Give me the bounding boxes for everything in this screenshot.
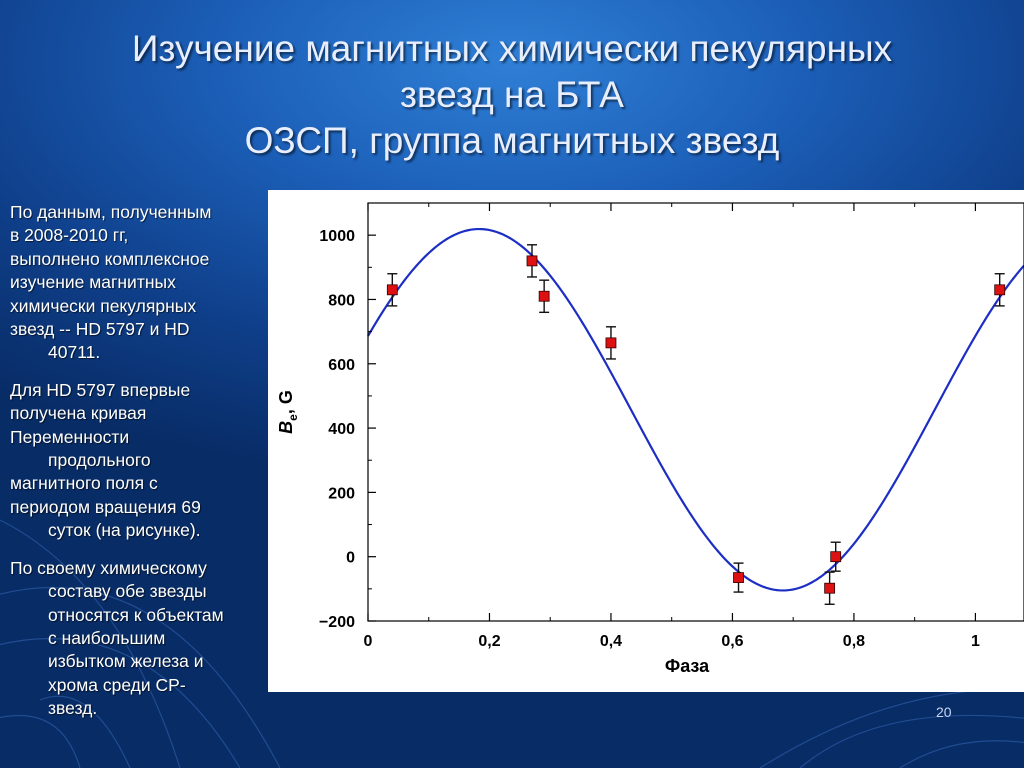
text-line: изучение магнитных [10,272,176,293]
text-line: относятся к объектам [48,604,224,625]
data-point [538,290,550,302]
slide-title: Изучение магнитных химически пекулярных … [60,26,964,164]
data-point [386,284,398,296]
text-line: получена кривая [10,403,147,424]
body-text: По данным, полученным в 2008-2010 гг, вы… [10,201,272,735]
text-line: 40711. [48,342,101,363]
slide-number: 20 [936,704,952,720]
text-line: звезд -- HD 5797 и HD [10,319,190,340]
x-tick-label: 0 [364,633,373,650]
y-axis-label-main: B [276,421,296,434]
text-line: выполнено комплексное [10,248,210,269]
data-point [830,551,842,563]
text-line: продольного [48,450,151,471]
data-points-group [386,244,1006,605]
y-axis-label-unit: , G [276,390,296,414]
data-point [994,284,1006,296]
y-tick-label: 1000 [319,228,355,245]
x-axis-label: Фаза [665,656,710,676]
x-tick-label: 0,2 [478,633,500,650]
text-line: По своему химическому [10,557,207,578]
data-point [733,572,744,583]
y-axis-label: Be, G [276,390,300,434]
y-axis-label-sub: e [286,414,300,421]
y-tick-label: 200 [328,485,355,502]
text-line: составу обе звезды [48,581,207,602]
x-tick-label: 1 [971,633,980,650]
paragraph-observations: По данным, полученным в 2008-2010 гг, вы… [10,201,272,365]
text-line: периодом вращения 69 [10,496,201,517]
fit-curve-line [367,227,1024,592]
y-tick-label: 400 [328,421,355,438]
text-line: хрома среди CP- [48,674,186,695]
title-line: звезд на БТА [400,74,624,115]
data-point [824,582,836,594]
axis-ticks-group: 0 0,2 0,4 0,6 0,8 1 −200 0 200 400 600 800 1000 [319,202,980,650]
x-tick-label: 0,6 [721,633,743,650]
text-line: химически пекулярных [10,295,197,316]
magnetic-field-chart: 0 0,2 0,4 0,6 0,8 1 −200 0 200 400 600 800 1000 Фаза… [276,202,1024,676]
y-tick-label: 800 [328,292,355,309]
text-line: Для HD 5797 впервые [10,379,191,400]
paragraph-composition: По своему химическому составу обе звезды… [10,557,272,721]
text-line: с наибольшим [48,627,166,648]
fit-curve-group [367,227,1024,592]
data-point [526,255,538,267]
y-tick-label: 600 [328,357,355,374]
plot-frame [367,202,1024,622]
text-line: суток (на рисунке). [48,520,201,541]
title-line: Изучение магнитных химически пекулярных [131,28,893,69]
text-line: магнитного поля с [10,473,158,494]
paragraph-hd5797: Для HD 5797 впервые получена кривая Пере… [10,379,272,543]
text-line: в 2008-2010 гг, [10,225,129,246]
chart-panel: 0 0,2 0,4 0,6 0,8 1 −200 0 200 400 600 800 1000 Фаза… [268,190,1024,692]
x-tick-label: 0,4 [600,633,622,650]
title-line: ОЗСП, группа магнитных звезд [244,120,780,161]
y-tick-label: 0 [346,550,355,567]
data-point [605,337,617,349]
text-line: звезд. [48,698,98,719]
text-line: По данным, полученным [10,202,212,222]
x-tick-label: 0,8 [843,633,865,650]
y-tick-label: −200 [319,614,355,631]
text-line: избытком железа и [48,651,204,672]
text-line: Переменности [10,426,130,447]
